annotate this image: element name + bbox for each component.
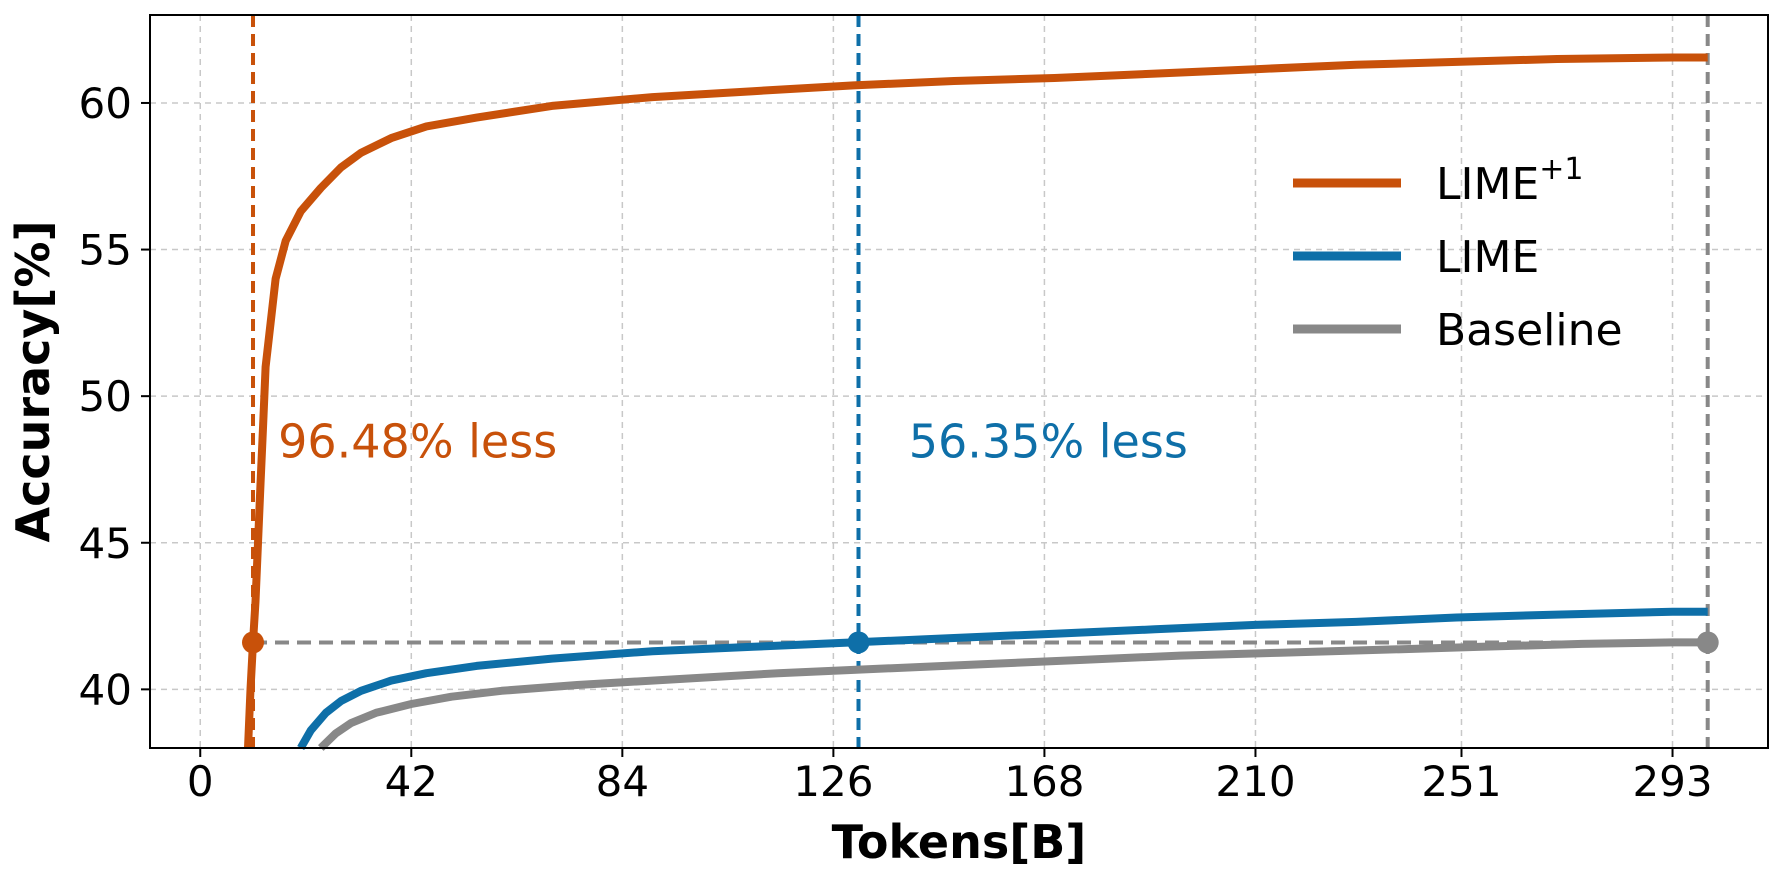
y-tick-label-0: 40 — [79, 665, 132, 714]
x-axis-title: Tokens[B] — [832, 815, 1087, 869]
series-line-0 — [244, 53, 1708, 749]
legend-label-0: LIME+1 — [1436, 152, 1584, 210]
y-axis-title: Accuracy[%] — [6, 221, 60, 543]
y-tick-label-3: 55 — [79, 226, 132, 275]
annotation-0: 96.48% less — [278, 415, 557, 469]
y-tick-label-4: 60 — [79, 79, 132, 128]
series-lines — [244, 53, 1708, 751]
x-axis-ticks: 0 42 84 126 168 210 251 293 — [187, 748, 1713, 806]
legend: LIME+1 LIME Baseline — [1293, 152, 1623, 356]
y-tick-label-1: 45 — [79, 519, 132, 568]
legend-label-sup-0: +1 — [1539, 152, 1583, 187]
ref-marker-0 — [242, 631, 265, 654]
y-tick-label-2: 50 — [79, 372, 132, 421]
x-tick-label-0: 0 — [187, 757, 214, 806]
series-line-2 — [318, 638, 1708, 751]
legend-label-1: LIME — [1436, 232, 1539, 283]
reference-markers — [242, 631, 1719, 654]
x-tick-label-5: 210 — [1215, 757, 1295, 806]
x-tick-label-3: 126 — [793, 757, 873, 806]
annotations: 96.48% less 56.35% less — [278, 415, 1188, 469]
ref-marker-2 — [1696, 631, 1719, 654]
x-tick-label-1: 42 — [385, 757, 438, 806]
series-line-1 — [297, 607, 1708, 750]
legend-label-2: Baseline — [1436, 305, 1623, 356]
x-tick-label-4: 168 — [1004, 757, 1084, 806]
plot-frame — [149, 14, 1769, 749]
x-tick-label-2: 84 — [596, 757, 649, 806]
y-axis-ticks: 40 45 50 55 60 — [79, 79, 150, 714]
x-tick-label-7: 293 — [1632, 757, 1712, 806]
x-tick-label-6: 251 — [1421, 757, 1501, 806]
ref-marker-1 — [847, 631, 870, 654]
grid — [150, 15, 1768, 748]
annotation-1: 56.35% less — [909, 415, 1188, 469]
